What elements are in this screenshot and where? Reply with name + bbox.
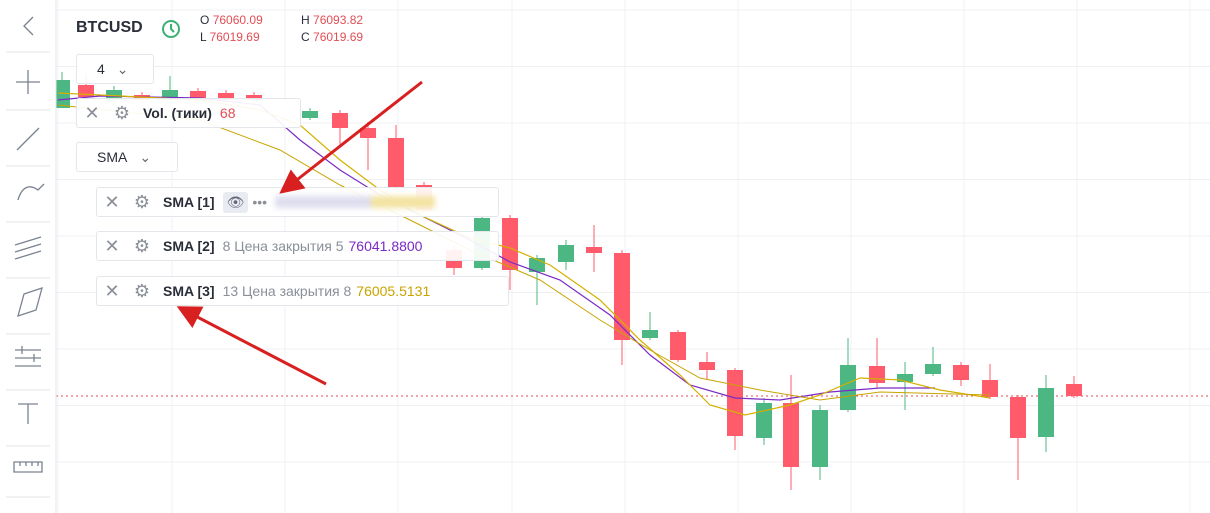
- candle-body: [1038, 388, 1054, 437]
- candle-body: [642, 330, 658, 338]
- settings-icon[interactable]: ⚙: [133, 191, 151, 212]
- candle-body: [869, 366, 885, 383]
- label: O: [200, 13, 210, 27]
- close-icon[interactable]: ✕: [104, 191, 120, 212]
- label: H: [301, 13, 310, 27]
- candle-body: [840, 365, 856, 410]
- settings-icon[interactable]: ⚙: [133, 280, 151, 301]
- ohlc-open: O 76060.09: [200, 13, 263, 27]
- candle-body: [246, 95, 262, 100]
- indicator-params: •••: [252, 194, 268, 210]
- candle-body: [699, 362, 715, 370]
- candle-body: [670, 332, 686, 360]
- candle-body: [302, 111, 318, 118]
- back-button[interactable]: [23, 16, 34, 36]
- label: L: [200, 30, 207, 44]
- candle-body: [502, 218, 518, 270]
- candle-body: [332, 113, 348, 128]
- clock-icon[interactable]: [160, 18, 182, 40]
- candle-body: [388, 138, 404, 188]
- line-tool: [16, 127, 40, 151]
- close-icon[interactable]: ✕: [84, 102, 100, 123]
- ruler-tool: [13, 461, 43, 473]
- candle-body: [812, 410, 828, 467]
- indicator-row: ✕ ⚙ SMA [3] 13 Цена закрытия 8 76005.5131: [96, 276, 509, 306]
- candle-body: [783, 403, 799, 467]
- indicator-select-text: SMA: [97, 149, 128, 165]
- pattern-tool: [17, 286, 43, 318]
- label: C: [301, 30, 310, 44]
- blurred-text: [275, 196, 436, 208]
- eye-icon[interactable]: 👁: [222, 191, 249, 213]
- volume-value: 68: [219, 105, 236, 121]
- volume-row: ✕ ⚙ Vol. (тики) 68: [76, 98, 301, 128]
- indicator-name: SMA [1]: [163, 194, 215, 210]
- candle-body: [360, 128, 376, 138]
- indicator-params: 8 Цена закрытия 5: [222, 238, 344, 254]
- candle-body: [953, 365, 969, 380]
- candle-body: [586, 247, 602, 253]
- candle-body: [925, 364, 941, 374]
- candle-body: [727, 370, 743, 436]
- candle-body: [54, 80, 70, 108]
- candle-body: [218, 93, 234, 100]
- interval-select[interactable]: 4 ⌄: [76, 54, 154, 84]
- brush-tool: [17, 183, 45, 201]
- candle-body: [1066, 384, 1082, 396]
- close-icon[interactable]: ✕: [104, 280, 120, 301]
- symbol[interactable]: BTCUSD: [76, 19, 143, 36]
- close-icon[interactable]: ✕: [104, 235, 120, 256]
- value: 76019.69: [209, 30, 260, 44]
- indicator-name: SMA [2]: [163, 238, 215, 254]
- candle-body: [106, 90, 122, 100]
- candle-body: [1010, 397, 1026, 438]
- candle-body: [558, 245, 574, 262]
- candle-body: [756, 403, 772, 438]
- text-tool: [18, 403, 38, 424]
- ohlc-low: L 76019.69: [200, 30, 260, 44]
- indicator-name: SMA [3]: [163, 283, 215, 299]
- ohlc-close: C 76019.69: [301, 30, 363, 44]
- volume-name: Vol. (тики): [143, 105, 212, 121]
- settings-icon[interactable]: ⚙: [133, 235, 151, 256]
- value: 76019.69: [313, 30, 364, 44]
- candle-body: [982, 380, 998, 397]
- candle-body: [190, 91, 206, 100]
- value: 76093.82: [313, 13, 364, 27]
- indicator-value: 76041.8800: [348, 238, 423, 254]
- interval: 4: [97, 61, 105, 77]
- channel-tool: [14, 236, 42, 260]
- ohlc-high: H 76093.82: [301, 13, 363, 27]
- fib-tool: [15, 346, 41, 367]
- indicator-value: 76005.5131: [356, 283, 431, 299]
- crosshair-tool: [16, 70, 40, 94]
- candle-body: [162, 90, 178, 100]
- value: 76060.09: [212, 13, 263, 27]
- indicator-params: 13 Цена закрытия 8: [222, 283, 352, 299]
- candle-body: [897, 374, 913, 382]
- settings-icon[interactable]: ⚙: [113, 102, 131, 123]
- indicator-row: ✕ ⚙ SMA [1] 👁 •••: [96, 187, 499, 217]
- indicator-select[interactable]: SMA ⌄: [76, 142, 178, 172]
- indicator-row: ✕ ⚙ SMA [2] 8 Цена закрытия 5 76041.8800: [96, 231, 499, 261]
